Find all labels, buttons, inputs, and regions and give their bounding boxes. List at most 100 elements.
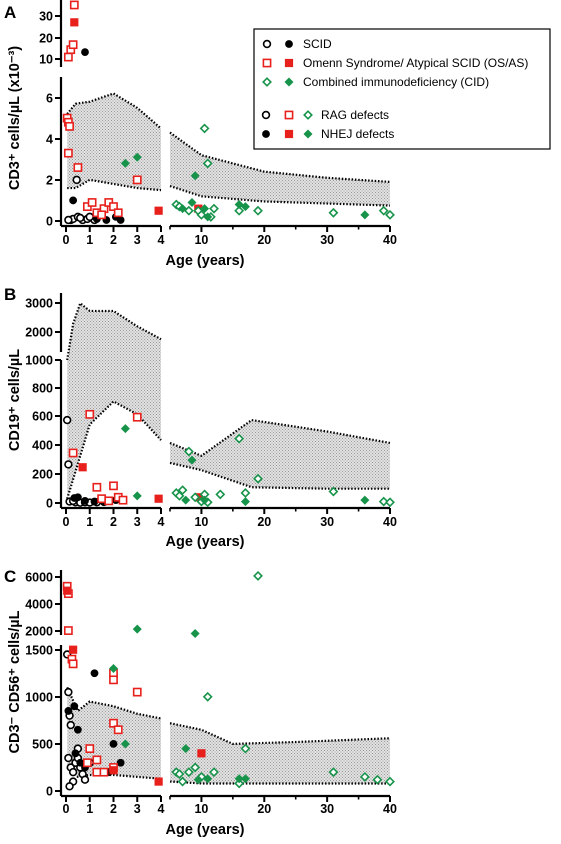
y-tick-label: 1500 (25, 644, 53, 658)
data-point (113, 208, 123, 218)
data-point (203, 774, 213, 784)
y-tick-label: 6 (46, 92, 53, 106)
y-axis-title: CD19⁺ cells/µL (7, 349, 23, 451)
data-point (240, 202, 250, 212)
data-point (97, 494, 107, 504)
series-diamond-filled (120, 424, 370, 507)
data-point (174, 769, 185, 779)
data-point (109, 718, 118, 728)
data-point (66, 720, 75, 730)
x-tick-label: 2 (110, 515, 117, 529)
data-point (196, 209, 207, 220)
y-tick-label: 2000 (25, 326, 53, 340)
data-point (202, 158, 213, 169)
x-tick-label: 1 (86, 802, 93, 816)
data-point (234, 200, 244, 210)
data-point (132, 412, 142, 422)
data-point (68, 767, 78, 777)
normal-range-upper-line (169, 131, 391, 184)
data-point (132, 175, 142, 185)
y-tick-label: 6000 (25, 571, 53, 585)
data-point (69, 0, 79, 10)
data-point (385, 497, 395, 508)
x-tick-label: 10 (194, 515, 208, 529)
y-tick-label: 200 (32, 468, 53, 482)
data-point (234, 778, 245, 789)
x-tick-label: 0 (63, 802, 70, 816)
data-point (90, 497, 99, 506)
data-point (174, 490, 185, 501)
series-square-open (62, 0, 142, 220)
data-point (378, 496, 389, 507)
data-point (203, 212, 213, 222)
x-tick-label: 10 (194, 802, 208, 816)
data-point (132, 687, 142, 697)
x-tick-label: 20 (257, 802, 271, 816)
series-diamond-open (171, 123, 395, 222)
data-point (253, 570, 263, 581)
x-tick-label: 1 (86, 515, 93, 529)
data-point (240, 743, 251, 754)
data-point (73, 493, 82, 502)
data-point (65, 121, 74, 131)
legend-marker (284, 58, 294, 68)
legend-marker (262, 39, 272, 49)
data-point (76, 213, 85, 223)
y-tick-label: 600 (32, 410, 53, 424)
normal-range-band (67, 93, 161, 191)
data-point (154, 206, 163, 215)
data-point (82, 758, 92, 768)
data-point (118, 495, 128, 505)
data-point (372, 774, 383, 785)
x-tick-label: 3 (134, 802, 141, 816)
legend-marker (303, 129, 313, 139)
data-point (69, 196, 78, 205)
data-point (193, 775, 203, 785)
data-point (200, 495, 210, 505)
data-point (109, 481, 118, 491)
normal-range-lower-line (169, 461, 390, 490)
legend-label: SCID (303, 37, 332, 51)
data-point (85, 744, 95, 754)
data-point (81, 48, 89, 57)
panel-letter: C (4, 567, 16, 586)
y-tick-label: 2000 (25, 625, 53, 639)
x-tick-label: 30 (320, 233, 334, 247)
data-point (200, 204, 210, 214)
x-axis-title: Age (years) (166, 534, 245, 550)
data-point (63, 626, 73, 635)
data-point (63, 52, 73, 62)
legend-marker (261, 110, 271, 120)
data-point (73, 163, 83, 172)
data-point (202, 691, 213, 702)
x-tick-label: 40 (383, 802, 397, 816)
data-point (73, 725, 82, 734)
data-point (154, 494, 163, 503)
data-point (132, 152, 142, 162)
legend-marker (284, 110, 294, 120)
y-axis-title: CD3⁻ CD56⁺ cells/µL (7, 610, 23, 753)
data-point (190, 629, 200, 639)
data-point (187, 455, 197, 465)
y-tick-label: 400 (32, 439, 53, 453)
x-tick-label: 20 (257, 233, 271, 247)
normal-range-lower-line (67, 178, 162, 192)
data-point (120, 739, 130, 749)
x-tick-label: 40 (383, 515, 397, 529)
data-point (113, 725, 123, 735)
data-point (209, 767, 219, 778)
x-tick-label: 10 (194, 233, 208, 247)
normal-range-band (170, 420, 390, 489)
x-tick-label: 4 (158, 515, 165, 529)
series-square-filled (63, 586, 206, 786)
data-point (190, 492, 201, 503)
data-point (62, 415, 72, 425)
y-tick-label: 1000 (25, 691, 53, 705)
x-tick-label: 3 (134, 515, 141, 529)
data-point (178, 204, 188, 214)
data-point (385, 776, 395, 787)
y-tick-label: 4 (46, 133, 53, 147)
data-point (181, 744, 191, 754)
y-tick-label: 800 (32, 382, 53, 396)
